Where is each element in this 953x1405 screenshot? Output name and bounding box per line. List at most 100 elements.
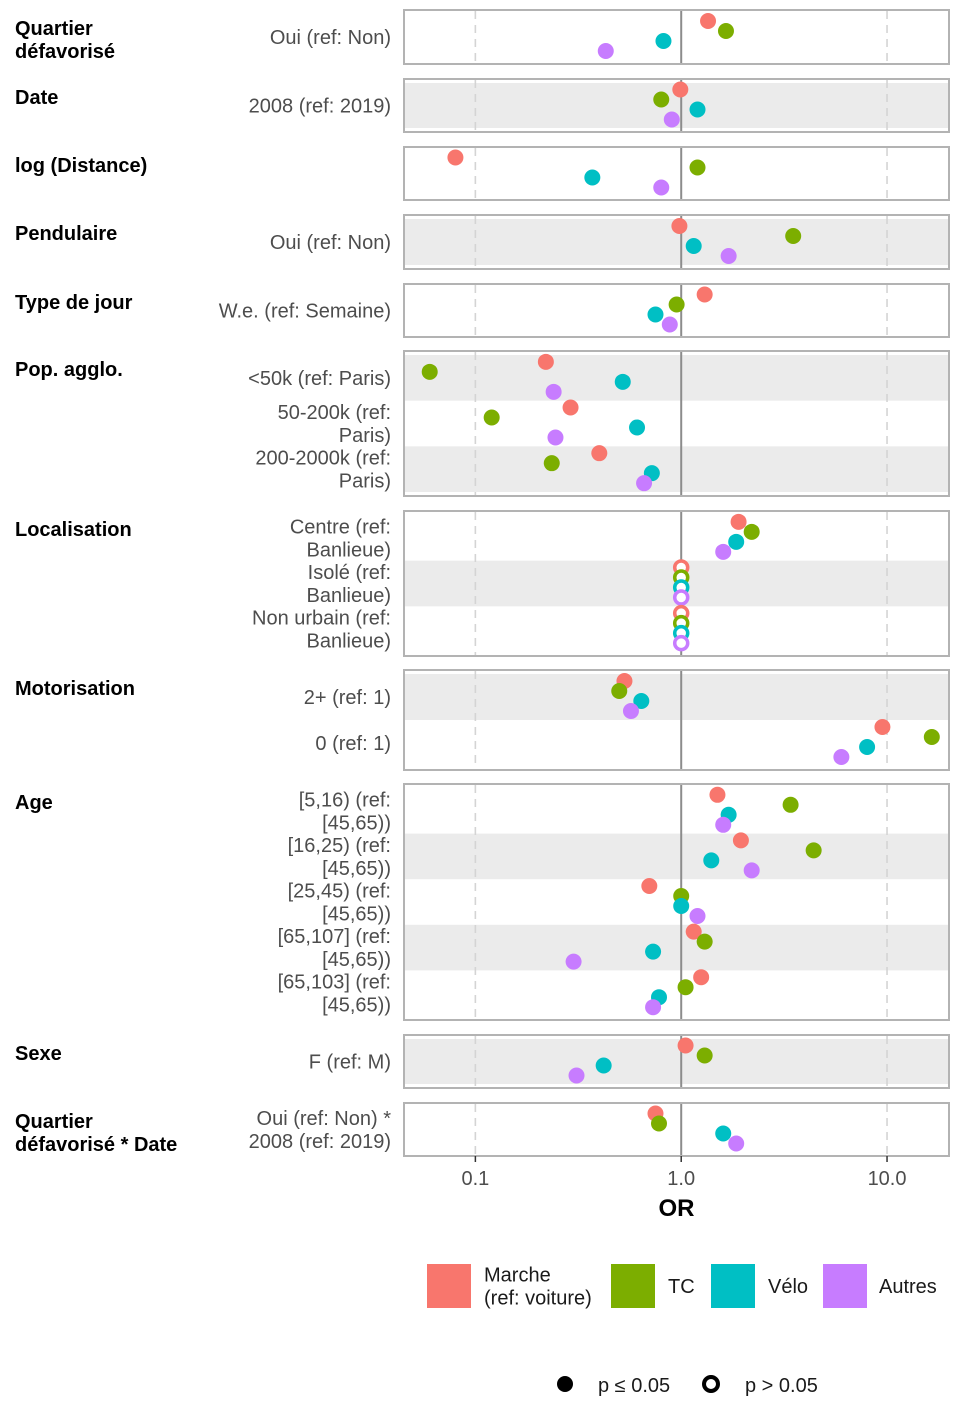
point-velo bbox=[728, 533, 745, 550]
significance-legend: p ≤ 0.05 p > 0.05 bbox=[557, 1375, 818, 1397]
group-title: Type de jour bbox=[15, 292, 133, 314]
point-marche bbox=[709, 786, 726, 803]
point-tc bbox=[717, 23, 734, 39]
group-title: Quartier défavorisé * Date bbox=[15, 1111, 177, 1156]
term-label-line: Isolé (ref: bbox=[308, 562, 391, 584]
group-title: log (Distance) bbox=[15, 155, 147, 177]
point-tc bbox=[923, 729, 940, 745]
point-marche bbox=[696, 286, 713, 303]
panel-pendulaire: Pendulaire Oui (ref: Non) bbox=[15, 214, 950, 270]
point-velo bbox=[689, 101, 706, 118]
point-marche bbox=[447, 149, 464, 166]
legend-label-line: (ref: voiture) bbox=[484, 1288, 592, 1310]
legend-label-line: Vélo bbox=[768, 1276, 808, 1298]
legend-key bbox=[427, 1264, 471, 1308]
legend-label-line: Autres bbox=[879, 1276, 937, 1298]
point-tc bbox=[668, 296, 685, 313]
point-velo bbox=[685, 238, 702, 254]
group-title: Motorisation bbox=[15, 678, 135, 700]
point-marche bbox=[874, 719, 891, 735]
term-label: [16,25) (ref: [45,65)) bbox=[288, 835, 391, 880]
row-band bbox=[405, 833, 948, 880]
group-title-line: Quartier bbox=[15, 18, 93, 40]
point-autres bbox=[545, 383, 562, 400]
term-label-line: Oui (ref: Non) * bbox=[257, 1108, 392, 1130]
point-autres bbox=[743, 862, 760, 879]
point-tc bbox=[543, 455, 560, 472]
legend-label-line: Marche bbox=[484, 1265, 551, 1287]
point-velo bbox=[859, 739, 876, 755]
point-autres bbox=[715, 816, 732, 833]
point-autres bbox=[728, 1135, 745, 1152]
group-title: Sexe bbox=[15, 1043, 62, 1065]
point-autres bbox=[547, 429, 564, 446]
term-label: W.e. (ref: Semaine) bbox=[219, 301, 391, 323]
term-label: Oui (ref: Non) * 2008 (ref: 2019) bbox=[249, 1108, 392, 1153]
group-title-line: Motorisation bbox=[15, 678, 135, 700]
term-label-line: [45,65)) bbox=[322, 949, 391, 971]
term-label-line: 2+ (ref: 1) bbox=[304, 687, 391, 709]
term-label-line: 2008 (ref: 2019) bbox=[249, 1131, 391, 1153]
point-marche bbox=[677, 1037, 694, 1054]
point-velo bbox=[595, 1057, 612, 1074]
panel-quartier-defavorise: Quartier défavorisé Oui (ref: Non) bbox=[15, 9, 950, 65]
term-label-line: Non urbain (ref: bbox=[252, 608, 391, 630]
legend-key bbox=[823, 1264, 867, 1308]
term-label: Isolé (ref: Banlieue) bbox=[306, 562, 391, 607]
row-band bbox=[405, 924, 948, 971]
group-title: Quartier défavorisé bbox=[15, 18, 115, 63]
point-marche bbox=[693, 969, 710, 986]
point-tc bbox=[650, 1115, 667, 1132]
point-velo bbox=[645, 943, 662, 960]
point-tc bbox=[782, 796, 799, 813]
panel-motorisation: Motorisation 2+ (ref: 1) 0 (ref: 1) bbox=[15, 669, 950, 771]
row-band bbox=[405, 355, 948, 401]
panel-sexe: Sexe F (ref: M) bbox=[15, 1034, 950, 1089]
group-title-line: défavorisé * Date bbox=[15, 1134, 177, 1156]
term-label-line: Oui (ref: Non) bbox=[270, 27, 391, 49]
term-label: Oui (ref: Non) bbox=[270, 27, 391, 49]
term-label-line: [65,103] (ref: bbox=[278, 972, 391, 994]
term-label-line: Banlieue) bbox=[306, 539, 391, 561]
term-label: [65,107] (ref: [45,65)) bbox=[278, 926, 391, 971]
point-marche bbox=[672, 81, 689, 98]
point-autres bbox=[636, 475, 653, 492]
panel-border bbox=[403, 283, 950, 338]
group-title: Pop. agglo. bbox=[15, 359, 123, 381]
point-autres bbox=[720, 248, 737, 264]
point-autres bbox=[568, 1067, 585, 1084]
point-velo bbox=[584, 169, 601, 186]
point-autres bbox=[689, 908, 706, 924]
group-title-line: Type de jour bbox=[15, 292, 133, 314]
point-tc bbox=[785, 228, 802, 244]
point-autres bbox=[645, 999, 662, 1016]
legend-open-dot bbox=[702, 1375, 720, 1393]
point-velo bbox=[647, 306, 664, 323]
term-label: 50-200k (ref: Paris) bbox=[278, 402, 391, 447]
point-marche bbox=[730, 513, 747, 530]
term-label: <50k (ref: Paris) bbox=[248, 368, 391, 390]
point-marche bbox=[562, 399, 579, 416]
point-tc bbox=[483, 409, 500, 426]
point-autres bbox=[663, 111, 680, 128]
term-label: [65,103] (ref: [45,65)) bbox=[278, 972, 391, 1017]
term-label: 2008 (ref: 2019) bbox=[249, 96, 391, 118]
point-marche bbox=[685, 923, 702, 940]
panel-border bbox=[403, 214, 950, 270]
point-tc bbox=[689, 159, 706, 176]
term-label: Non urbain (ref: Banlieue) bbox=[252, 608, 391, 653]
legend-key bbox=[711, 1264, 755, 1308]
point-tc bbox=[696, 1047, 713, 1064]
point-marche bbox=[591, 445, 608, 462]
term-label-line: Paris) bbox=[339, 425, 391, 447]
point-marche bbox=[671, 218, 688, 234]
point-velo bbox=[614, 373, 631, 390]
legend-item-marche: Marche (ref: voiture) bbox=[427, 1264, 592, 1310]
term-label: [5,16) (ref: [45,65)) bbox=[299, 789, 391, 834]
term-label-line: [45,65)) bbox=[322, 812, 391, 834]
term-label-line: Banlieue) bbox=[306, 585, 391, 607]
term-label-line: 2008 (ref: 2019) bbox=[249, 96, 391, 118]
group-title-line: défavorisé bbox=[15, 41, 115, 63]
panel-pop-agglo: Pop. agglo. <50k (ref: Paris) 50-200k (ref… bbox=[15, 350, 950, 497]
group-title-line: Quartier bbox=[15, 1111, 93, 1133]
